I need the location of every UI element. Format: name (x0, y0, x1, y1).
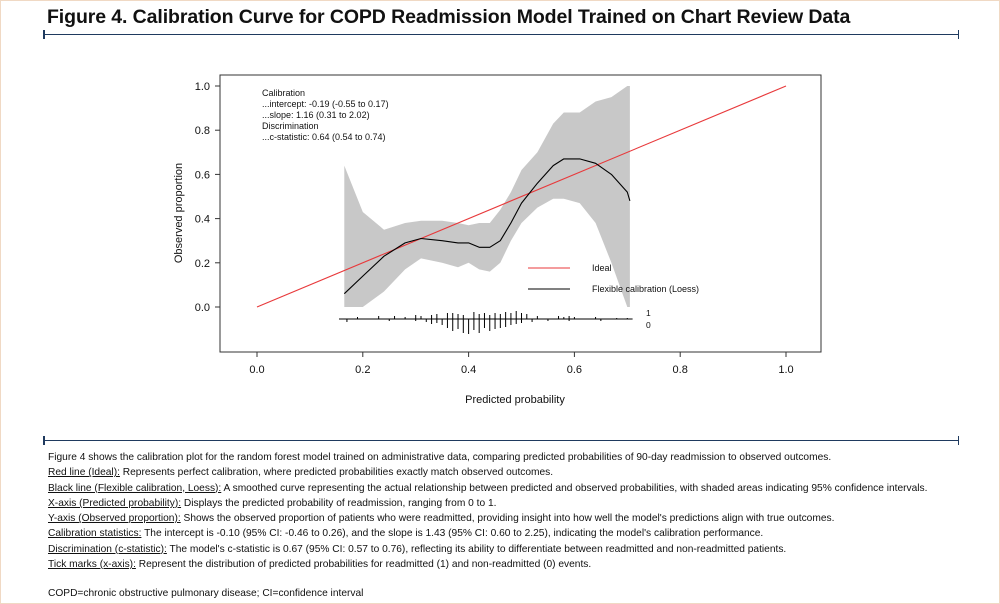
legend-label-loess: Flexible calibration (Loess) (592, 284, 699, 294)
caption-item: Red line (Ideal): Represents perfect cal… (48, 465, 958, 480)
caption-term: Black line (Flexible calibration, Loess)… (48, 482, 222, 494)
caption-text: Represent the distribution of predicted … (135, 559, 592, 571)
caption-term: Calibration statistics: (48, 528, 142, 540)
ideal-line (256, 85, 787, 308)
legend-label-ideal: Ideal (592, 263, 612, 273)
caption-intro: Figure 4 shows the calibration plot for … (48, 452, 832, 463)
x-tick-label: 0.6 (567, 364, 582, 376)
annotation-line: ...c-statistic: 0.64 (0.54 to 0.74) (262, 132, 386, 142)
y-tick-label: 0.0 (195, 302, 210, 314)
caption-item: Y-axis (Observed proportion): Shows the … (48, 511, 958, 526)
caption-term: Red line (Ideal): (48, 467, 120, 479)
caption-term: Y-axis (Observed proportion): (48, 513, 181, 525)
y-tick-label: 0.2 (195, 258, 210, 270)
rug-label-positive: 1 (646, 308, 651, 318)
y-tick-label: 0.6 (195, 169, 210, 181)
caption-text: The intercept is -0.10 (95% CI: -0.46 to… (141, 528, 764, 540)
caption-item: Tick marks (x-axis): Represent the distr… (48, 557, 958, 572)
figure-title: Figure 4. Calibration Curve for COPD Rea… (47, 6, 851, 28)
caption-item: Black line (Flexible calibration, Loess)… (48, 481, 958, 496)
confidence-band (344, 86, 630, 307)
rug-label-negative: 0 (646, 320, 651, 330)
plot-frame (219, 74, 822, 353)
caption-text: The model's c-statistic is 0.67 (95% CI:… (166, 543, 787, 555)
x-tick-label: 1.0 (778, 364, 793, 376)
caption-text: A smoothed curve representing the actual… (221, 482, 928, 494)
y-axis-label: Observed proportion (173, 163, 185, 263)
caption-item: X-axis (Predicted probability): Displays… (48, 496, 958, 511)
x-tick-label: 0.4 (461, 364, 476, 376)
caption-text: Represents perfect calibration, where pr… (119, 467, 554, 479)
annotation-line: ...intercept: -0.19 (-0.55 to 0.17) (262, 99, 389, 109)
caption-term: Discrimination (c-statistic): (48, 543, 167, 555)
x-tick-label: 0.8 (673, 364, 688, 376)
caption-term: Tick marks (x-axis): (48, 559, 136, 571)
caption-term: X-axis (Predicted probability): (48, 497, 182, 509)
caption-text: Shows the observed proportion of patient… (180, 513, 835, 525)
y-tick-label: 1.0 (195, 81, 210, 93)
y-tick-label: 0.8 (195, 125, 210, 137)
y-tick-label: 0.4 (195, 214, 210, 226)
annotation-line: ...slope: 1.16 (0.31 to 2.02) (262, 110, 370, 120)
caption-item: Calibration statistics: The intercept is… (48, 526, 958, 541)
title-divider (43, 30, 959, 39)
caption-divider (43, 436, 959, 445)
loess-calibration-line (343, 158, 631, 295)
calibration-chart: 0.0 0.2 0.4 0.6 0.8 1.0 0.0 0.2 0.4 0.6 0.8 1.0 Cal… (173, 74, 822, 406)
annotation-line: Discrimination (262, 121, 319, 131)
figure-caption: Figure 4 shows the calibration plot for … (48, 450, 958, 602)
annotation-line: Calibration (262, 88, 305, 98)
caption-footnote: COPD=chronic obstructive pulmonary disea… (48, 588, 364, 600)
caption-item: Discrimination (c-statistic): The model'… (48, 542, 958, 557)
x-tick-label: 0.2 (355, 364, 370, 376)
caption-text: Displays the predicted probability of re… (181, 497, 497, 509)
x-axis-label: Predicted probability (465, 394, 565, 406)
x-tick-label: 0.0 (249, 364, 264, 376)
